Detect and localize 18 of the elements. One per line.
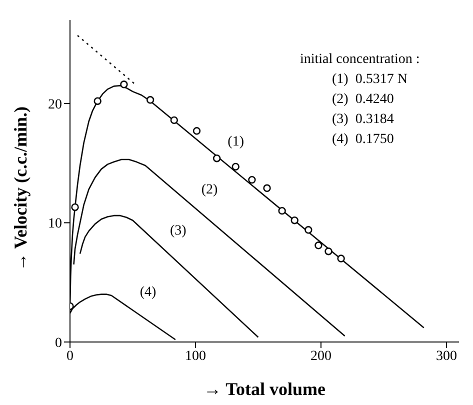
y-tick-label: 10 [48, 216, 62, 232]
annotation: initial concentration : [300, 51, 420, 69]
x-tick-label: 200 [310, 348, 332, 364]
annotation: (4) [140, 284, 156, 300]
annotation: (4) 0.1750 [331, 131, 395, 149]
annotation: (3) [170, 224, 187, 239]
annotation: (1) [228, 134, 244, 150]
annotation: (2) [201, 182, 218, 198]
annotation: (3) 0.3184 [331, 111, 395, 129]
y-tick-label: 0 [55, 336, 62, 351]
x-tick-label: 0 [66, 348, 74, 364]
y-tick-label: 20 [48, 97, 62, 112]
y-axis-title: → Velocity (c.c./min.) [10, 106, 30, 271]
x-tick-label: 100 [184, 348, 206, 364]
annotation: (1) 0.5317 N [331, 71, 408, 89]
x-tick-label: 300 [436, 348, 457, 364]
x-axis-title: → Total volume [203, 379, 326, 399]
annotation: (2) 0.4240 [331, 91, 395, 109]
